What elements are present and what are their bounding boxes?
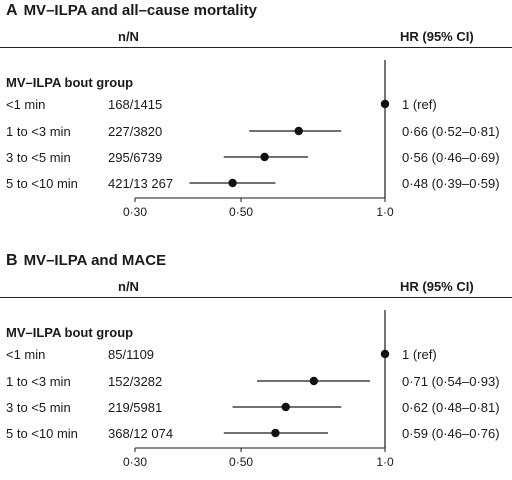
forest-panel-b: B MV–ILPA and MACE n/N HR (95% CI) MV–ILP…	[0, 250, 512, 480]
panel-title: B MV–ILPA and MACE	[6, 252, 166, 270]
hr-point	[260, 152, 269, 162]
forest-panel-a: A MV–ILPA and all–cause mortality n/N HR …	[0, 2, 512, 219]
header-rule	[0, 47, 512, 48]
row-hr: 0·59 (0·46–0·76)	[402, 426, 500, 441]
row-hr: 0·66 (0·52–0·81)	[402, 124, 500, 139]
forest-plot-area: 0·30 0·50 1·0	[123, 310, 394, 469]
hr-column-header: HR (95% CI)	[400, 29, 474, 44]
x-tick-label: 1·0	[376, 205, 394, 219]
row-label: 1 to <3 min	[6, 374, 71, 389]
row-hr: 1 (ref)	[402, 97, 437, 112]
x-tick-label: 1·0	[376, 455, 394, 469]
panel-letter: B	[6, 252, 18, 269]
x-tick-label: 0·30	[123, 455, 147, 469]
x-tick-label: 0·50	[229, 455, 253, 469]
x-tick-label: 0·50	[229, 205, 253, 219]
hr-point	[309, 376, 319, 386]
row-count: 219/5981	[108, 400, 163, 415]
row-count: 295/6739	[108, 150, 163, 165]
row-count: 85/1109	[108, 347, 155, 362]
row-hr: 0·56 (0·46–0·69)	[402, 150, 500, 165]
row-hr: 0·71 (0·54–0·93)	[402, 374, 500, 389]
hr-point	[380, 99, 390, 109]
row-count: 421/13 267	[108, 176, 174, 191]
panel-title-text: MV–ILPA and MACE	[23, 252, 167, 269]
hr-point	[281, 402, 290, 412]
hr-point	[271, 428, 280, 438]
row-label: <1 min	[6, 97, 46, 112]
row-count: 227/3820	[108, 124, 163, 139]
row-count: 152/3282	[108, 374, 163, 389]
group-label: MV–ILPA bout group	[6, 75, 134, 90]
hr-point	[294, 126, 303, 136]
count-column-header: n/N	[118, 29, 139, 44]
panel-letter: A	[6, 2, 18, 19]
hr-point	[228, 178, 237, 188]
group-label: MV–ILPA bout group	[6, 325, 134, 340]
forest-plot-area: 0·30 0·50 1·0	[123, 60, 394, 219]
count-column-header: n/N	[118, 279, 139, 294]
panel-title: A MV–ILPA and all–cause mortality	[6, 2, 257, 20]
row-label: <1 min	[6, 347, 46, 362]
row-hr: 1 (ref)	[402, 347, 437, 362]
x-tick-label: 0·30	[123, 205, 147, 219]
panel-title-text: MV–ILPA and all–cause mortality	[23, 2, 257, 19]
hr-column-header: HR (95% CI)	[400, 279, 474, 294]
row-label: 3 to <5 min	[6, 400, 71, 415]
header-rule	[0, 297, 512, 298]
row-label: 5 to <10 min	[6, 426, 78, 441]
row-count: 168/1415	[108, 97, 163, 112]
row-label: 3 to <5 min	[6, 150, 71, 165]
row-hr: 0·48 (0·39–0·59)	[402, 176, 500, 191]
row-hr: 0·62 (0·48–0·81)	[402, 400, 500, 415]
row-label: 5 to <10 min	[6, 176, 78, 191]
row-label: 1 to <3 min	[6, 124, 71, 139]
hr-point	[380, 349, 390, 359]
row-count: 368/12 074	[108, 426, 174, 441]
